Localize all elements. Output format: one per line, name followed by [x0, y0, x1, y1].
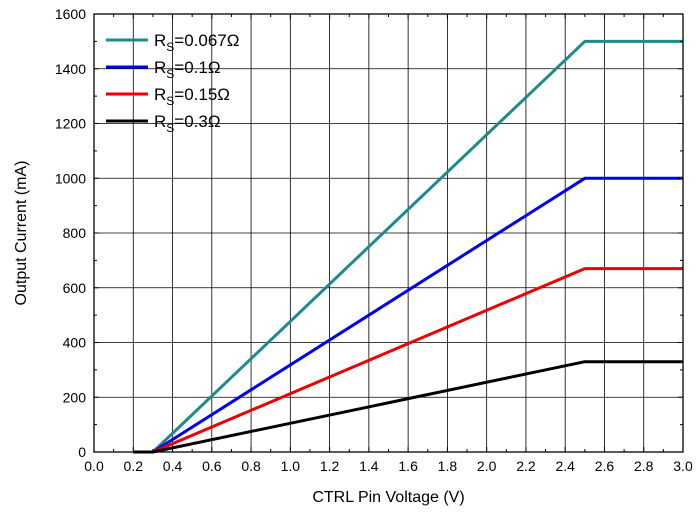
- x-tick-label: 0.6: [202, 458, 222, 474]
- legend-label: RS=0.3Ω: [154, 112, 221, 135]
- x-tick-label: 0.8: [241, 458, 261, 474]
- y-tick-label: 1000: [55, 170, 86, 186]
- x-tick-label: 0.4: [163, 458, 183, 474]
- x-tick-labels: 0.0 0.2 0.4 0.6 0.8 1.0 1.2 1.4 1.6 1.8 2.0 2.2 2.4 2…: [84, 458, 693, 474]
- legend-label: RS=0.15Ω: [154, 85, 230, 108]
- y-tick-label: 1400: [55, 61, 86, 77]
- y-tick-label: 200: [63, 389, 87, 405]
- x-tick-label: 2.8: [634, 458, 654, 474]
- x-tick-label: 3.0: [673, 458, 693, 474]
- y-tick-label: 400: [63, 335, 87, 351]
- grid: [94, 14, 683, 452]
- x-tick-label: 2.6: [595, 458, 615, 474]
- x-tick-label: 1.4: [359, 458, 379, 474]
- x-tick-label: 1.2: [320, 458, 340, 474]
- legend: RS=0.067Ω RS=0.1Ω RS=0.15Ω RS=0.3Ω: [106, 31, 239, 135]
- y-tick-label: 800: [63, 225, 87, 241]
- y-axis-title: Output Current (mA): [13, 161, 30, 306]
- x-tick-label: 2.4: [555, 458, 575, 474]
- axis-ticks: [93, 13, 684, 453]
- x-tick-label: 1.6: [398, 458, 418, 474]
- y-tick-labels: 0 200 400 600 800 1000 1200 1400 1600: [55, 6, 86, 460]
- y-tick-label: 0: [78, 444, 86, 460]
- x-axis-title: CTRL Pin Voltage (V): [312, 489, 464, 506]
- x-tick-label: 2.0: [477, 458, 497, 474]
- x-tick-label: 1.8: [438, 458, 458, 474]
- y-tick-label: 600: [63, 280, 87, 296]
- x-tick-label: 0.2: [124, 458, 144, 474]
- y-tick-label: 1200: [55, 116, 86, 132]
- x-tick-label: 1.0: [281, 458, 301, 474]
- x-tick-label: 0.0: [84, 458, 104, 474]
- legend-label: RS=0.1Ω: [154, 58, 221, 81]
- x-tick-label: 2.2: [516, 458, 536, 474]
- legend-label: RS=0.067Ω: [154, 31, 239, 54]
- y-tick-label: 1600: [55, 6, 86, 22]
